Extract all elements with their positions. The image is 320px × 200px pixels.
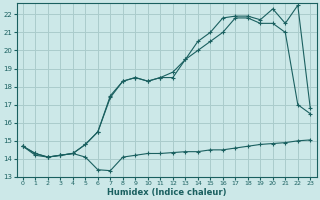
X-axis label: Humidex (Indice chaleur): Humidex (Indice chaleur) [107, 188, 226, 197]
